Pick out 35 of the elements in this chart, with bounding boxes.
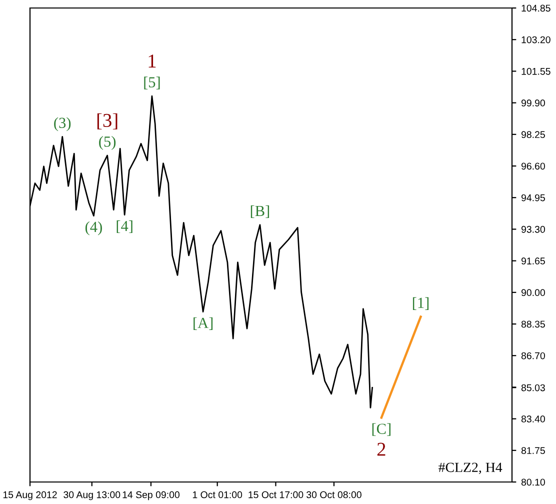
y-tick-label: 85.03 <box>521 384 545 392</box>
y-tick-label: 80.10 <box>521 478 545 486</box>
y-tick-label: 86.70 <box>521 352 545 360</box>
y-tick-label: 81.75 <box>521 447 545 454</box>
annotation: [B] <box>250 205 270 218</box>
annotation: (4) <box>85 221 102 236</box>
y-tick-label: 98.25 <box>521 131 545 138</box>
annotation: [1] <box>412 297 429 310</box>
annotation: #CLZ2, H4 <box>438 462 502 474</box>
annotation: [4] <box>116 220 132 234</box>
annotation: [5] <box>144 76 160 90</box>
y-tick-label: 88.35 <box>521 320 545 328</box>
annotation: 2 <box>377 442 386 456</box>
y-tick-label: 94.95 <box>521 194 545 202</box>
annotation: [A] <box>194 317 213 330</box>
x-tick-label: 1 Oct 01:00 <box>192 491 242 498</box>
y-tick-label: 90.00 <box>521 289 545 296</box>
annotation: (3) <box>54 117 71 132</box>
annotation: (5) <box>99 136 116 150</box>
y-tick-label: 99.90 <box>521 100 545 106</box>
y-tick-label: 93.30 <box>521 226 545 233</box>
x-tick-label: 30 Aug 13:00 <box>64 491 120 500</box>
x-tick-label: 15 Oct 17:00 <box>248 491 304 498</box>
x-tick-label: 14 Sep 09:00 <box>122 491 180 500</box>
y-tick-label: 91.65 <box>521 258 545 264</box>
y-tick-label: 83.40 <box>521 416 545 422</box>
annotation: [3] <box>97 113 118 130</box>
y-tick-label: 96.60 <box>521 162 545 170</box>
annotation: 1 <box>148 54 156 68</box>
y-tick-label: 101.55 <box>522 68 550 75</box>
x-tick-label: 15 Aug 2012 <box>3 491 57 500</box>
y-tick-label: 103.20 <box>522 36 550 44</box>
annotation: [C] <box>372 423 390 436</box>
x-tick-label: 30 Oct 08:00 <box>306 491 362 498</box>
y-tick-label: 104.85 <box>522 4 550 12</box>
